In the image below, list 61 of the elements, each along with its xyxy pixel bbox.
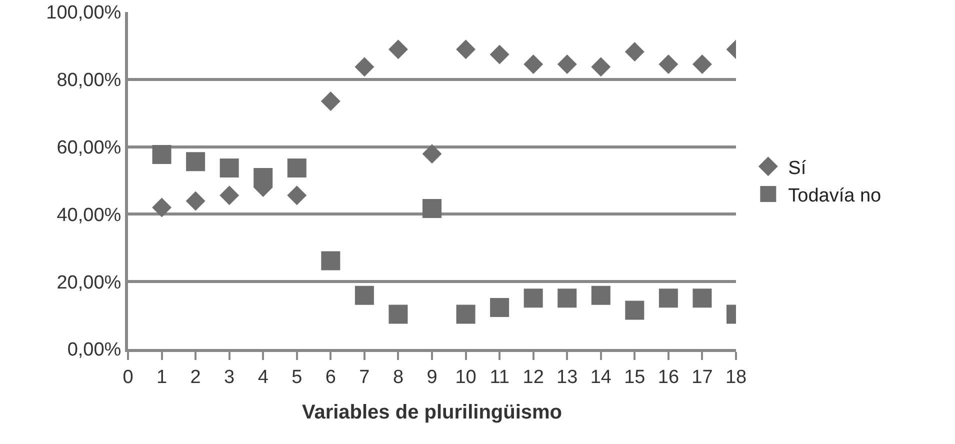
x-axis-title: Variables de plurilingüismo (302, 401, 562, 424)
point (658, 288, 678, 308)
point (422, 198, 442, 218)
point (456, 40, 476, 60)
point (220, 158, 239, 178)
point (658, 54, 678, 74)
x-tick-label: 6 (325, 366, 336, 388)
point (354, 57, 374, 77)
x-tick-label: 10 (455, 366, 476, 388)
x-tick-label: 16 (658, 366, 680, 388)
x-tick-label: 0 (122, 366, 134, 388)
y-tick-label: 40,00% (56, 204, 122, 226)
x-tick-label: 5 (292, 366, 302, 388)
point (692, 54, 712, 74)
x-tick-label: 17 (692, 366, 713, 388)
point (557, 54, 577, 74)
point (186, 152, 206, 172)
x-tick-label: 11 (490, 366, 510, 388)
y-tick-label: 100,00% (46, 2, 122, 24)
x-tick-label: 4 (258, 366, 269, 388)
x-tick-label: 9 (426, 366, 438, 388)
point (490, 298, 510, 318)
point (558, 288, 577, 308)
point (321, 251, 340, 270)
point (388, 304, 408, 324)
point (287, 186, 307, 206)
legend-label: Todavía no (788, 185, 882, 206)
y-tick-label: 20,00% (56, 272, 122, 294)
point (320, 92, 340, 112)
x-tick-label: 7 (359, 366, 370, 388)
x-tick-label: 12 (522, 366, 544, 388)
y-tick-label: 0,00% (67, 340, 122, 361)
x-tick-label: 18 (725, 366, 747, 388)
point (524, 54, 544, 74)
point (152, 198, 172, 218)
y-tick-label: 80,00% (56, 70, 122, 92)
point (624, 42, 644, 62)
point (220, 186, 240, 206)
x-tick-label: 14 (590, 366, 612, 388)
point (591, 286, 610, 305)
point (186, 191, 206, 211)
point (254, 168, 273, 187)
point (456, 304, 476, 324)
point (152, 145, 172, 164)
y-tick-label: 60,00% (56, 137, 122, 158)
point (692, 288, 712, 308)
x-tick-label: 2 (190, 366, 201, 388)
x-tick-label: 8 (392, 366, 404, 388)
x-tick-label: 3 (224, 366, 235, 388)
point (388, 40, 408, 60)
x-tick-label: 1 (156, 366, 168, 388)
point (591, 57, 611, 77)
point (524, 288, 543, 308)
point (354, 286, 374, 305)
point (490, 44, 510, 64)
legend-label: Sí (788, 158, 807, 179)
point (625, 300, 644, 320)
point (422, 144, 442, 164)
x-tick-label: 15 (624, 366, 646, 388)
x-tick-label: 13 (556, 366, 578, 388)
point (287, 158, 306, 178)
